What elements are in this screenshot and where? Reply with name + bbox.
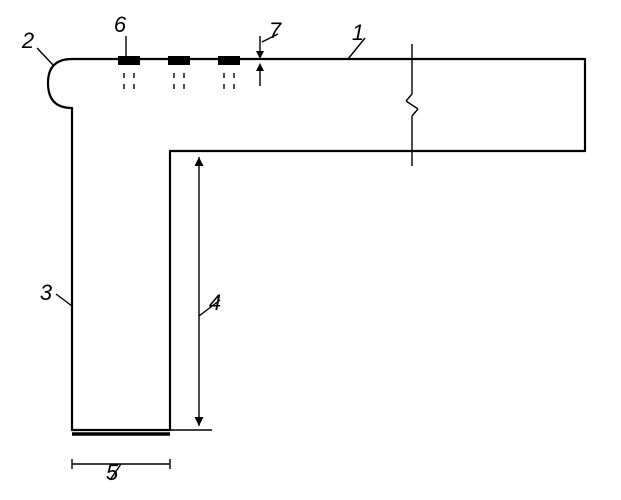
arrow-7 xyxy=(256,36,264,86)
leader-2 xyxy=(37,48,54,66)
label-7: 7 xyxy=(269,18,282,43)
break-mark xyxy=(406,44,418,166)
nozzle-2 xyxy=(168,56,190,89)
label-5: 5 xyxy=(106,460,119,485)
label-1: 1 xyxy=(352,20,364,45)
nozzle-1 xyxy=(118,56,140,89)
shape-outline xyxy=(48,59,585,430)
label-2: 2 xyxy=(21,28,34,53)
leader-3 xyxy=(56,294,72,306)
label-3: 3 xyxy=(40,280,53,305)
label-4: 4 xyxy=(209,290,221,315)
leader-5 xyxy=(72,459,170,480)
nozzle-3 xyxy=(218,56,240,89)
label-6: 6 xyxy=(114,12,127,37)
dimension-4 xyxy=(170,151,212,430)
